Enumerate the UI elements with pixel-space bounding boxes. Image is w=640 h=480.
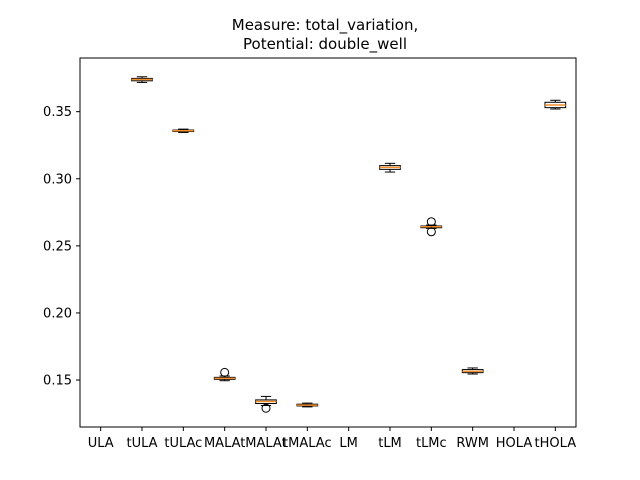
y-tick-label: 0.20 — [43, 306, 72, 321]
plot-area-frame — [79, 57, 577, 428]
box-tMALAc — [296, 402, 319, 408]
x-tick-label: ULA — [88, 436, 114, 451]
y-tick-label: 0.30 — [43, 172, 72, 187]
x-tick-label: RWM — [456, 436, 489, 451]
box-tULAc — [172, 128, 195, 133]
x-tick-label: tLM — [378, 436, 402, 451]
x-tick-label: tULAc — [164, 436, 202, 451]
y-axis: 0.15 0.20 0.25 0.30 0.35 — [43, 105, 80, 389]
x-tick-label: MALAt — [204, 436, 245, 451]
box-tULA — [131, 76, 153, 83]
box-series — [131, 76, 567, 413]
x-tick-label: tLMc — [416, 436, 447, 451]
x-tick-label: HOLA — [496, 436, 533, 451]
outlier-point — [426, 217, 436, 227]
box-tLM — [379, 162, 401, 173]
box-MALAt — [255, 395, 277, 413]
y-tick-label: 0.35 — [43, 105, 72, 120]
box-tHOLA — [544, 99, 567, 110]
x-tick-label: tHOLA — [535, 436, 577, 451]
x-tick-label: tULA — [126, 436, 157, 451]
chart-title-line-2: Potential: double_well — [243, 35, 407, 54]
box-RWM — [461, 367, 484, 375]
outlier-point — [220, 367, 230, 377]
box-tLMc — [420, 217, 443, 237]
outlier-point — [426, 227, 436, 237]
box-MALAt — [213, 367, 236, 382]
y-tick-label: 0.15 — [43, 374, 72, 389]
x-tick-label: LM — [339, 436, 357, 451]
x-tick-label: MALAt — [245, 436, 286, 451]
y-tick-label: 0.25 — [43, 239, 72, 254]
x-tick-label: tMALAc — [283, 436, 332, 451]
outlier-point — [261, 403, 271, 413]
chart-title-line-1: Measure: total_variation, — [232, 16, 418, 35]
